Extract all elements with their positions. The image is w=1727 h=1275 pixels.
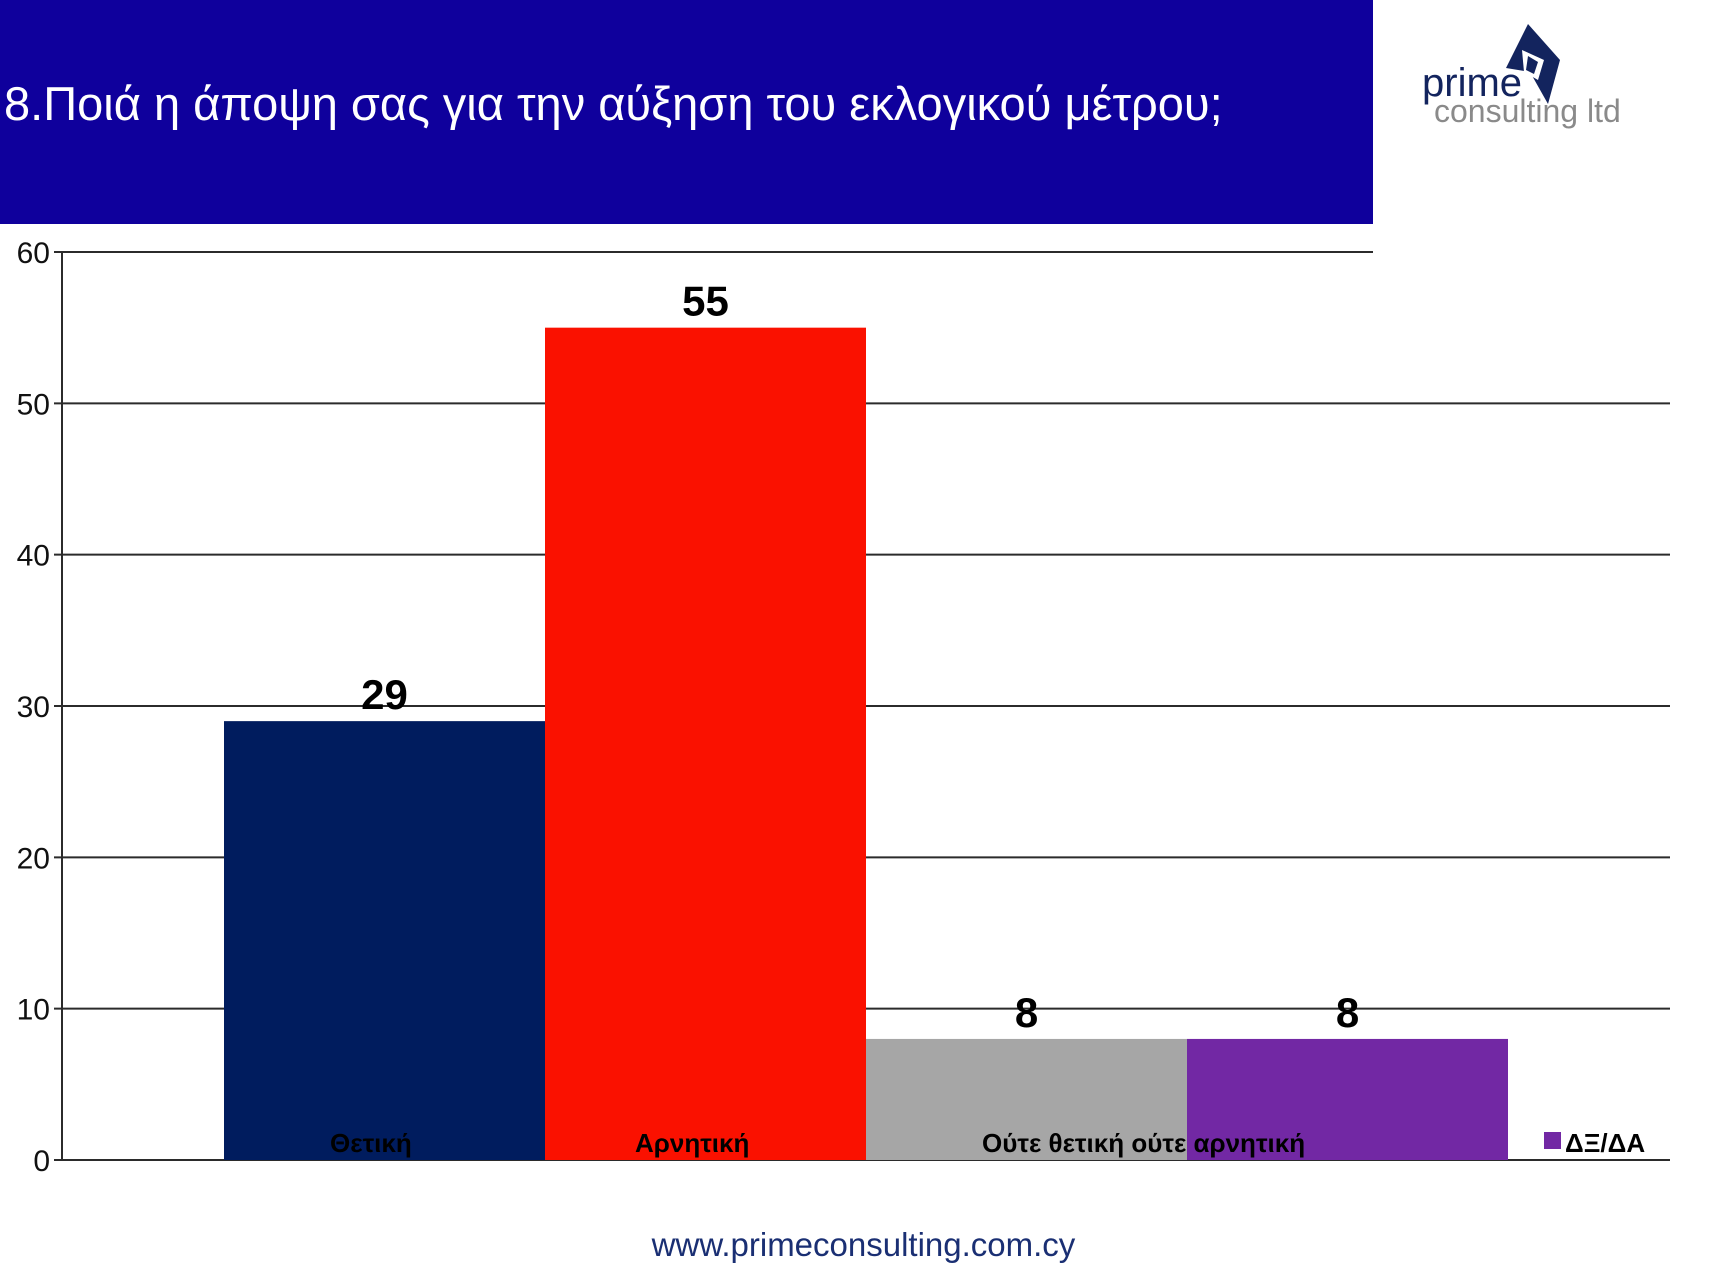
page-title: 8.Ποιά η άποψη σας για την αύξηση του εκ… <box>4 77 1223 130</box>
bar <box>866 1038 1187 1160</box>
y-tick-label: 60 <box>17 237 50 270</box>
legend: Θετική Αρνητική Ούτε θετική ούτε αρνητική Δ… <box>330 1128 1645 1158</box>
bars <box>224 327 1508 1161</box>
diamond-star-logo-icon <box>1506 24 1560 104</box>
data-labels: 29 55 8 8 <box>361 278 1359 1036</box>
data-label: 29 <box>361 671 408 718</box>
y-tick-label: 20 <box>17 842 50 875</box>
legend-label: Αρνητική <box>635 1128 749 1158</box>
y-tick-label: 50 <box>17 388 50 421</box>
y-tick-label: 0 <box>33 1145 50 1178</box>
logo-line2: consulting ltd <box>1434 93 1621 129</box>
footer-url[interactable]: www.primeconsulting.com.cy <box>651 1226 1076 1263</box>
y-tick-label: 10 <box>17 994 50 1027</box>
bar <box>545 327 866 1161</box>
y-tick-label: 30 <box>17 691 50 724</box>
legend-label: Ούτε θετική ούτε αρνητική <box>982 1128 1305 1158</box>
data-label: 8 <box>1015 989 1038 1036</box>
legend-label: ΔΞ/ΔΑ <box>1565 1128 1645 1158</box>
data-label: 8 <box>1336 989 1359 1036</box>
y-axis: 0 10 20 30 40 50 60 <box>17 237 63 1178</box>
data-label: 55 <box>682 278 729 325</box>
legend-swatch <box>1544 1132 1561 1149</box>
legend-label: Θετική <box>330 1128 412 1158</box>
y-tick-label: 40 <box>17 540 50 573</box>
bar <box>1187 1038 1508 1160</box>
logo-line1: prime <box>1422 61 1522 105</box>
bar <box>224 721 545 1160</box>
company-logo: prime consulting ltd <box>1422 24 1621 129</box>
title-banner <box>0 0 1373 224</box>
